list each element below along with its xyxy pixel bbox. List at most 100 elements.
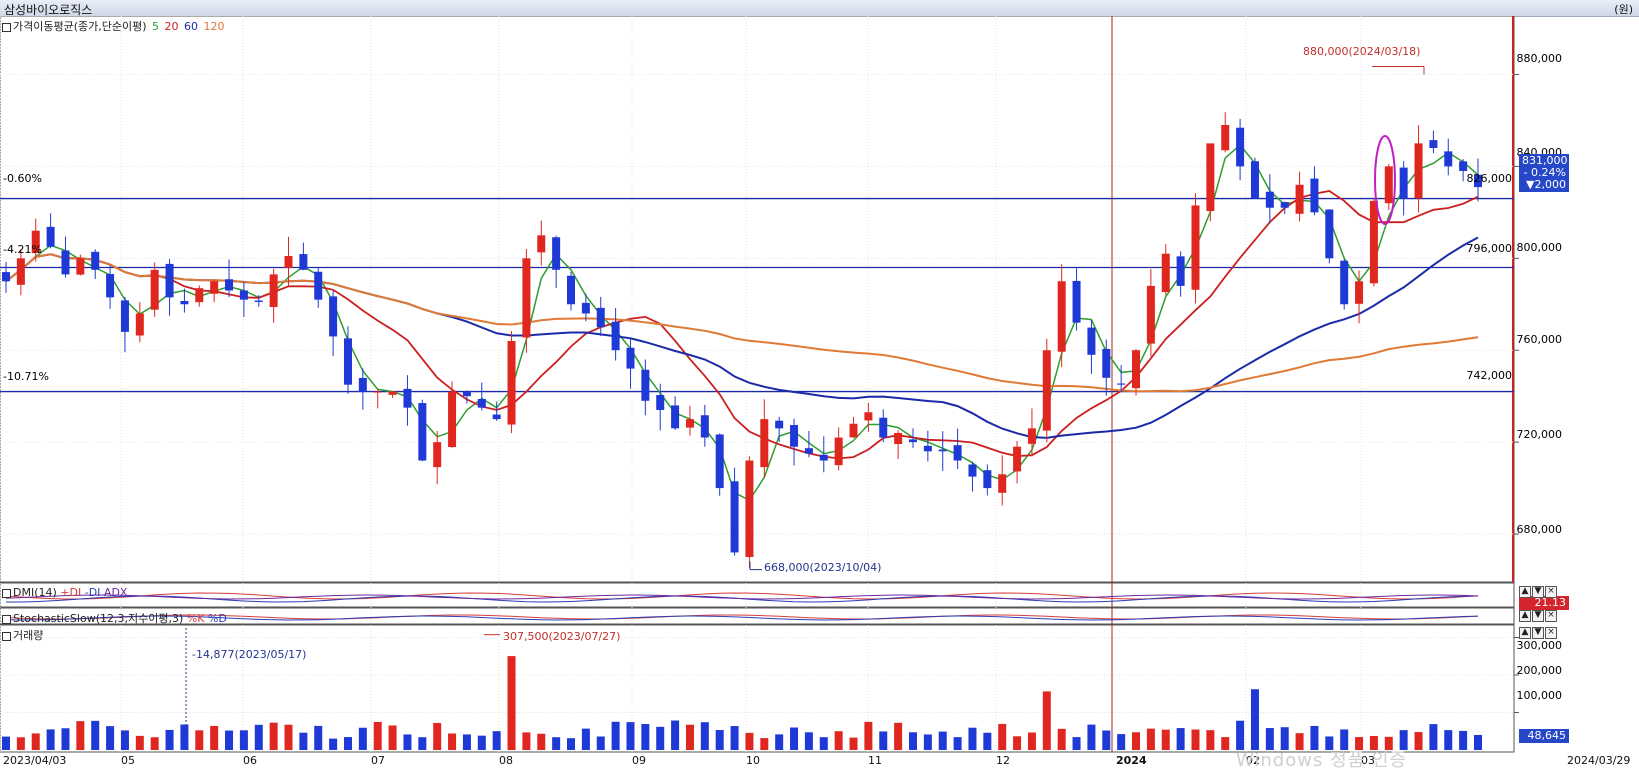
reference-lines [0,16,1514,752]
hline3-price: 742,000 [1466,369,1513,382]
volume-up-button[interactable]: ▲ [1519,627,1531,639]
candle-body-28 [418,403,427,461]
volume-bar-9 [135,735,144,750]
volume-bar-13 [195,730,204,750]
volume-indicator-label[interactable]: 거래량 [2,627,43,643]
candle-body-67 [998,474,1007,493]
candle-body-50 [745,460,754,557]
volume-bar-75 [1117,734,1126,750]
candle-body-56 [834,437,843,466]
volume-bar-69 [1027,732,1036,750]
stoch-d-label: %D [207,612,227,625]
x-label-2: 06 [243,754,257,767]
candle-body-12 [180,301,189,305]
dmi-toggle-checkbox[interactable] [2,588,11,598]
volume-bar-89 [1325,736,1334,750]
volume-bar-14 [210,725,219,750]
candle-body-27 [403,388,412,408]
candle-body-57 [849,423,858,438]
stoch-up-button[interactable]: ▲ [1519,610,1531,622]
candle-body-58 [864,412,873,421]
volume-bar-61 [908,732,917,750]
hline1-pct: -0.60% [3,172,42,185]
volume-bar-74 [1102,730,1111,750]
volume-bar-90 [1340,729,1349,750]
volume-bar-23 [343,737,352,750]
stoch-close-button[interactable]: × [1545,610,1557,622]
candle-body-73 [1087,327,1096,355]
candle-body-21 [314,271,323,300]
candle-body-75 [1117,383,1126,385]
volume-bar-48 [715,729,724,750]
ma-indicator-label[interactable]: 가격이동평균(종가,단순이평) 5 20 60 120 [2,18,225,34]
candle-body-89 [1325,209,1334,259]
stochastic-indicator-label[interactable]: StochasticSlow(12,3,지수이평,3) %K %D [2,610,227,626]
price-unit: (원) [1614,3,1633,16]
volume-bar-45 [671,720,680,750]
volume-bar-98 [1459,730,1468,750]
volume-low-annotation: -14,877(2023/05/17) [192,648,307,661]
candle-body-82 [1221,125,1230,151]
volume-bar-52 [775,734,784,750]
price-pane-frame [0,16,1515,583]
volume-bar-34 [507,656,516,750]
price-tick-680000: 680,000 [1516,523,1563,536]
volume-bar-36 [537,733,546,750]
candle-body-43 [641,369,650,401]
candle-body-4 [61,250,70,275]
volume-bar-54 [804,732,813,750]
candle-body-10 [150,269,159,310]
dmi-down-button[interactable]: ▼ [1532,586,1544,598]
candle-body-86 [1280,202,1289,208]
volume-bar-83 [1236,720,1245,750]
ma-toggle-checkbox[interactable] [2,22,11,32]
volume-bar-20 [299,732,308,750]
volume-bar-94 [1399,730,1408,750]
candle-body-11 [165,263,174,298]
stoch-down-button[interactable]: ▼ [1532,610,1544,622]
volume-bar-76 [1132,732,1141,750]
chart-overlay [185,65,1425,736]
x-label-8: 12 [996,754,1010,767]
volume-bar-72 [1072,737,1081,750]
dmi-minus-label: -DI [84,586,101,599]
stoch-k-line [5,614,1479,620]
price-tick-720000: 720,000 [1516,428,1563,441]
x-label-1: 05 [121,754,135,767]
ma-label-text: 가격이동평균(종가,단순이평) [13,20,147,33]
volume-bar-28 [418,737,427,750]
current-price: 831,000 [1522,154,1568,167]
highlight-ellipse [1374,135,1396,225]
window-title: 삼성바이오로직스 [4,3,93,17]
volume-low-value: 14,877(2023/05/17) [195,648,307,661]
volume-bar-4 [61,728,70,750]
volume-toggle-checkbox[interactable] [2,631,11,641]
volume-down-button[interactable]: ▼ [1532,627,1544,639]
volume-bar-35 [522,732,531,750]
volume-bar-32 [477,735,486,750]
candle-body-92 [1369,200,1378,284]
candle-body-15 [225,279,234,291]
dmi-adx-label: ADX [103,586,128,599]
candle-body-19 [284,256,293,268]
volume-bar-26 [388,725,397,750]
volume-bar-44 [656,726,665,750]
candle-body-46 [685,419,694,428]
candle-body-64 [953,445,962,461]
volume-bar-80 [1191,729,1200,750]
stoch-toggle-checkbox[interactable] [2,614,11,624]
chart-area[interactable] [0,16,1639,774]
volume-close-button[interactable]: × [1545,627,1557,639]
dmi-close-button[interactable]: × [1545,586,1557,598]
candle-body-29 [433,442,442,468]
volume-bar-38 [567,738,576,750]
x-label-0: 2023/04/03 [3,754,67,767]
ma5-line [5,143,1479,502]
dmi-indicator-label[interactable]: DMI(14) +DI -DI ADX [2,586,127,599]
candle-body-74 [1102,348,1111,378]
price-tick-800000: 800,000 [1516,241,1563,254]
candle-body-38 [567,275,576,305]
dmi-up-button[interactable]: ▲ [1519,586,1531,598]
candle-body-26 [388,391,397,395]
candle-body-8 [120,300,129,332]
